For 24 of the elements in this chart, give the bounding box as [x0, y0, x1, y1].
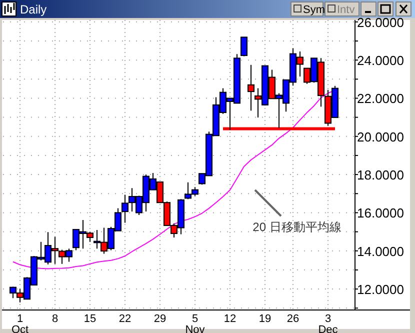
text: Sym — [303, 4, 325, 16]
y-tick-label: 22.0000 — [357, 91, 404, 106]
x-tick-label: 29 — [154, 313, 166, 325]
x-tick-label: 26 — [286, 313, 300, 325]
text: Intv — [337, 4, 356, 16]
x-tick-label: 22 — [118, 313, 132, 325]
x-tick-label: 5 Nov — [185, 313, 206, 333]
x-tick-label: 12 — [224, 313, 236, 325]
x-tick-label: 3 Dec — [318, 313, 338, 333]
candlestick — [248, 64, 254, 112]
chart-title: Daily — [20, 2, 47, 16]
y-tick-label: 20.0000 — [357, 129, 404, 144]
x-tick-label: 8 — [52, 313, 58, 325]
y-tick-label: 16.0000 — [357, 206, 404, 221]
x-tick-label: 1 Oct — [11, 313, 29, 333]
annotation: 20 日移動平均線 — [252, 220, 342, 234]
y-tick-label: 18.0000 — [357, 168, 404, 183]
y-tick-label: 24.0000 — [357, 53, 404, 68]
y-tick-label: 14.0000 — [357, 244, 404, 259]
x-tick-label: 19 — [258, 313, 272, 325]
x-tick-label: 15 — [84, 313, 96, 325]
y-tick-label: 26.0000 — [357, 14, 404, 30]
y-tick-label: 12.0000 — [357, 282, 404, 298]
candlestick — [240, 36, 248, 57]
